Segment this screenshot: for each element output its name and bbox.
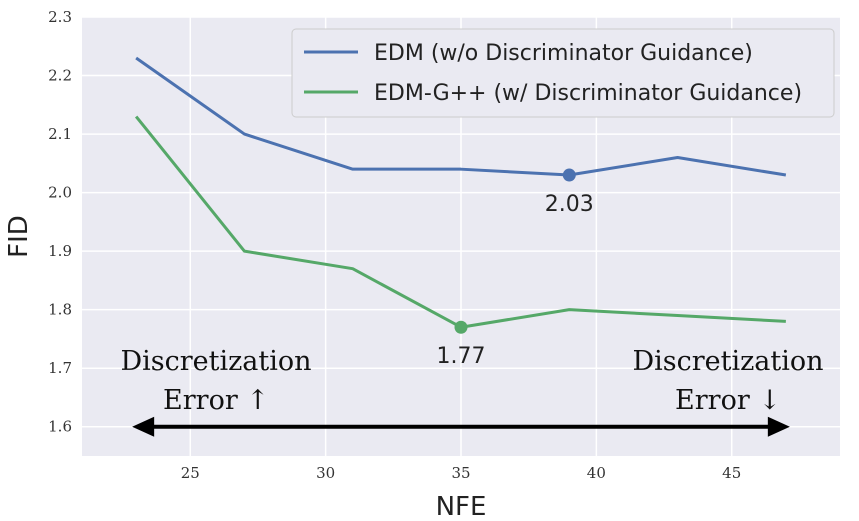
y-tick-label: 1.7 [48, 359, 72, 377]
x-tick-label: 35 [451, 464, 470, 482]
y-tick-label: 2.1 [48, 125, 72, 143]
legend-label-edm: EDM (w/o Discriminator Guidance) [374, 41, 753, 66]
y-tick-labels: 1.6 1.7 1.8 1.9 2.0 2.1 2.2 2.3 [48, 8, 72, 436]
y-tick-label: 2.2 [48, 67, 72, 85]
highlight-point-1 [454, 320, 468, 334]
arrow-head-right [767, 416, 790, 437]
y-axis-label: FID [4, 215, 34, 258]
x-tick-label: 30 [316, 464, 335, 482]
x-axis-label: NFE [436, 492, 487, 521]
x-tick-labels: 25 30 35 40 45 [181, 464, 742, 482]
y-tick-label: 1.9 [48, 242, 72, 260]
arrow-head-left [132, 416, 155, 437]
annotation-right-line1: Discretization [632, 346, 823, 377]
annotation-left-line1: Discretization [120, 346, 311, 377]
y-tick-label: 1.8 [48, 301, 72, 319]
annotation-right-line2: Error ↓ [675, 385, 781, 416]
highlight-label-1: 1.77 [437, 344, 486, 369]
x-tick-label: 45 [722, 464, 741, 482]
annotation-left-line2: Error ↑ [163, 385, 269, 416]
annotations: Discretization Error ↑ Discretization Er… [120, 346, 824, 437]
y-tick-label: 2.0 [48, 184, 72, 202]
legend: EDM (w/o Discriminator Guidance) EDM-G++… [291, 28, 835, 118]
y-tick-label: 2.3 [48, 8, 72, 26]
x-tick-label: 40 [587, 464, 606, 482]
highlight-point-0 [562, 168, 576, 182]
y-tick-label: 1.6 [48, 418, 72, 436]
series-layer: 2.03 1.77 [134, 56, 787, 369]
series-line-0 [135, 56, 787, 177]
legend-label-edm-gpp: EDM-G++ (w/ Discriminator Guidance) [374, 81, 802, 106]
x-tick-label: 25 [181, 464, 200, 482]
highlight-label-0: 2.03 [545, 192, 594, 217]
legend-box [291, 28, 835, 118]
